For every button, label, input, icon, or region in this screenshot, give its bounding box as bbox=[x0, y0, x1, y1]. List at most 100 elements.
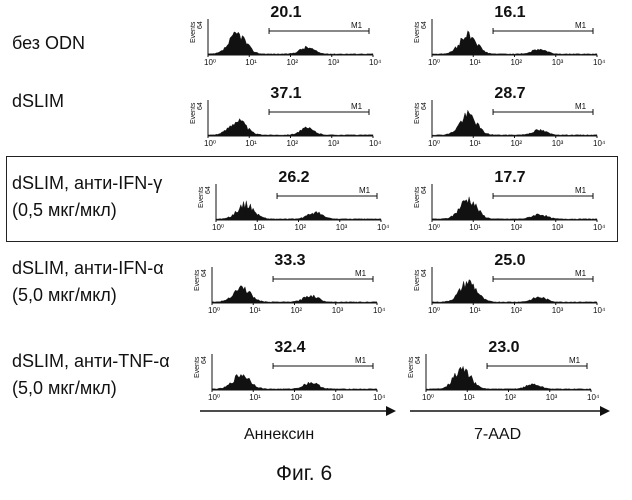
histogram-row1-annexin: Events6410⁰10¹10²10³10⁴M120.1 bbox=[188, 5, 388, 65]
y-axis-label: Events bbox=[414, 102, 421, 124]
annexin-axis-arrow bbox=[200, 405, 396, 417]
x-tick-label: 10⁴ bbox=[593, 223, 606, 232]
x-tick-label: 10⁴ bbox=[593, 58, 606, 67]
x-tick-label: 10¹ bbox=[249, 393, 261, 402]
x-tick-label: 10² bbox=[505, 393, 517, 402]
x-tick-label: 10⁴ bbox=[373, 393, 386, 402]
histogram-row1-7aad: Events6410⁰10¹10²10³10⁴M116.1 bbox=[412, 5, 612, 65]
x-tick-label: 10¹ bbox=[469, 306, 481, 315]
x-tick-label: 10¹ bbox=[469, 223, 481, 232]
x-tick-label: 10³ bbox=[332, 393, 344, 402]
x-tick-label: 10² bbox=[291, 393, 303, 402]
histogram-row3-7aad: Events6410⁰10¹10²10³10⁴M117.7 bbox=[412, 170, 612, 230]
y-axis-label: Events bbox=[414, 21, 421, 43]
x-tick-label: 10⁰ bbox=[204, 58, 216, 67]
percentage-value: 32.4 bbox=[274, 339, 305, 356]
percentage-value: 28.7 bbox=[494, 85, 525, 102]
x-tick-label: 10² bbox=[291, 306, 303, 315]
annexin-axis-label: Аннексин bbox=[244, 426, 314, 444]
x-tick-label: 10¹ bbox=[249, 306, 261, 315]
x-tick-label: 10⁴ bbox=[369, 58, 382, 67]
row-label-5: dSLIM, анти-TNF-α (5,0 мкг/мкл) bbox=[12, 348, 170, 402]
y-axis-label: Events bbox=[194, 356, 201, 378]
x-tick-label: 10⁰ bbox=[422, 393, 434, 402]
x-tick-label: 10⁰ bbox=[208, 306, 220, 315]
x-tick-label: 10¹ bbox=[469, 58, 481, 67]
y-axis-label: Events bbox=[198, 186, 205, 208]
gate-m1-label: M1 bbox=[575, 269, 587, 278]
percentage-value: 25.0 bbox=[494, 252, 525, 269]
x-tick-label: 10² bbox=[287, 58, 299, 67]
x-tick-label: 10⁰ bbox=[428, 306, 440, 315]
x-tick-label: 10³ bbox=[328, 139, 340, 148]
histogram-fill bbox=[212, 286, 377, 304]
figure-caption: Фиг. 6 bbox=[276, 462, 332, 486]
histogram-fill bbox=[432, 31, 597, 55]
histogram-row3-annexin: Events6410⁰10¹10²10³10⁴M126.2 bbox=[196, 170, 396, 230]
x-tick-label: 10⁴ bbox=[587, 393, 600, 402]
y-axis-label: Events bbox=[408, 356, 415, 378]
row-label-4: dSLIM, анти-IFN-α (5,0 мкг/мкл) bbox=[12, 255, 164, 309]
x-tick-label: 10³ bbox=[336, 223, 348, 232]
percentage-value: 23.0 bbox=[488, 339, 519, 356]
percentage-value: 26.2 bbox=[278, 169, 309, 186]
7aad-axis-arrow bbox=[410, 405, 610, 417]
gate-m1-label: M1 bbox=[575, 186, 587, 195]
row-label-2: dSLIM bbox=[12, 88, 64, 115]
histogram-row5-annexin: Events6410⁰10¹10²10³10⁴M132.4 bbox=[192, 340, 392, 400]
gate-m1-label: M1 bbox=[575, 102, 587, 111]
y-max-label: 64 bbox=[421, 21, 428, 29]
y-max-label: 64 bbox=[201, 356, 208, 364]
row-label-3: dSLIM, анти-IFN-γ (0,5 мкг/мкл) bbox=[12, 170, 162, 224]
x-tick-label: 10² bbox=[511, 223, 523, 232]
x-tick-label: 10³ bbox=[552, 223, 564, 232]
x-tick-label: 10¹ bbox=[469, 139, 481, 148]
x-tick-label: 10² bbox=[511, 139, 523, 148]
x-tick-label: 10³ bbox=[552, 58, 564, 67]
x-tick-label: 10² bbox=[511, 306, 523, 315]
histogram-row4-annexin: Events6410⁰10¹10²10³10⁴M133.3 bbox=[192, 253, 392, 313]
x-tick-label: 10⁰ bbox=[428, 223, 440, 232]
y-axis-label: Events bbox=[190, 21, 197, 43]
histogram-fill bbox=[208, 119, 373, 136]
percentage-value: 17.7 bbox=[494, 169, 525, 186]
x-tick-label: 10¹ bbox=[463, 393, 475, 402]
x-tick-label: 10³ bbox=[552, 306, 564, 315]
histogram-fill bbox=[212, 374, 377, 390]
histogram-fill bbox=[216, 201, 381, 220]
gate-m1-label: M1 bbox=[575, 21, 587, 30]
histogram-row4-7aad: Events64 10⁰ 10¹ 10² 10³ 10⁴ M1 25.0 bbox=[412, 253, 612, 313]
x-tick-label: 10¹ bbox=[245, 139, 257, 148]
y-axis-label: Events bbox=[414, 269, 421, 291]
x-tick-label: 10² bbox=[511, 58, 523, 67]
x-tick-label: 10³ bbox=[546, 393, 558, 402]
x-tick-label: 10⁴ bbox=[593, 306, 606, 315]
percentage-value: 37.1 bbox=[270, 85, 301, 102]
gate-m1-label: M1 bbox=[359, 186, 371, 195]
x-tick-label: 10² bbox=[295, 223, 307, 232]
histogram-fill bbox=[432, 197, 597, 220]
x-tick-label: 10⁰ bbox=[212, 223, 224, 232]
x-tick-label: 10⁴ bbox=[377, 223, 390, 232]
percentage-value: 20.1 bbox=[270, 4, 301, 21]
y-max-label: 64 bbox=[197, 102, 204, 110]
x-tick-label: 10¹ bbox=[245, 58, 257, 67]
histogram-fill bbox=[432, 110, 597, 136]
histogram-row5-7aad: Events6410⁰10¹10²10³10⁴M123.0 bbox=[406, 340, 606, 400]
histogram-fill bbox=[208, 32, 373, 55]
x-tick-label: 10¹ bbox=[253, 223, 265, 232]
7aad-axis-label: 7-AAD bbox=[474, 426, 521, 444]
y-max-label: 64 bbox=[201, 269, 208, 277]
histogram-fill bbox=[432, 280, 597, 303]
x-tick-label: 10⁰ bbox=[204, 139, 216, 148]
x-tick-label: 10³ bbox=[552, 139, 564, 148]
y-max-label: 64 bbox=[421, 102, 428, 110]
histogram-fill bbox=[426, 366, 591, 390]
y-axis-label: Events bbox=[194, 269, 201, 291]
x-tick-label: 10⁰ bbox=[208, 393, 220, 402]
row-label-1: без ODN bbox=[12, 30, 85, 57]
gate-m1-label: M1 bbox=[355, 269, 367, 278]
x-tick-label: 10⁰ bbox=[428, 139, 440, 148]
y-max-label: 64 bbox=[421, 269, 428, 277]
y-max-label: 64 bbox=[197, 21, 204, 29]
